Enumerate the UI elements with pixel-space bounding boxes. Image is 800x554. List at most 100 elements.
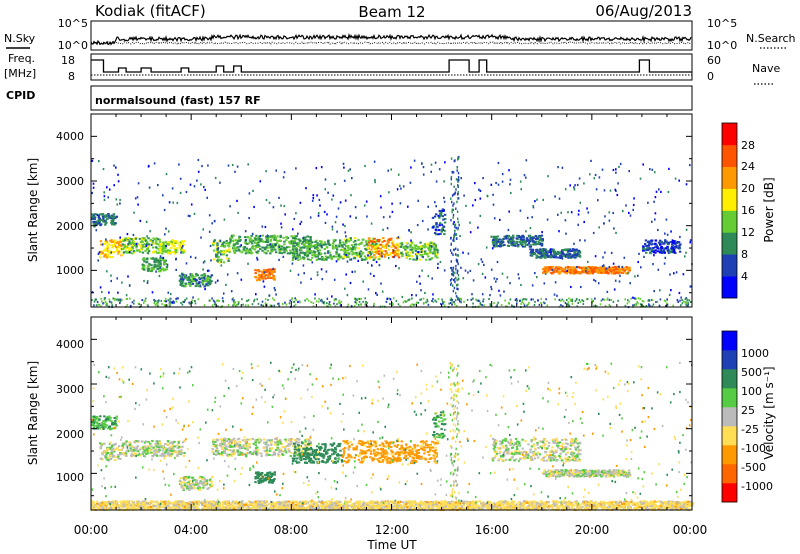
heatmap-cell: [301, 441, 304, 444]
heatmap-cell: [327, 243, 330, 245]
heatmap-cell: [437, 298, 440, 301]
heatmap-cell: [126, 251, 129, 254]
heatmap-cell: [428, 252, 431, 255]
heatmap-cell: [386, 227, 389, 230]
heatmap-cell: [293, 245, 296, 248]
heatmap-cell: [600, 299, 603, 302]
heatmap-cell: [542, 268, 545, 271]
heatmap-cell: [457, 180, 459, 183]
heatmap-cell: [441, 229, 445, 231]
heatmap-cell: [489, 303, 492, 306]
heatmap-cell: [108, 415, 111, 418]
heatmap-cell: [114, 455, 117, 458]
heatmap-cell: [163, 208, 166, 212]
heatmap-cell: [186, 487, 189, 490]
heatmap-cell: [421, 269, 423, 272]
heatmap-cell: [295, 252, 299, 255]
heatmap-cell: [424, 252, 427, 255]
heatmap-cell: [176, 444, 179, 447]
heatmap-cell: [265, 198, 268, 202]
heatmap-cell: [633, 297, 636, 300]
heatmap-cell: [179, 284, 182, 286]
heatmap-cell: [170, 241, 174, 244]
colorbar-swatch: [722, 210, 737, 233]
heatmap-cell: [157, 261, 160, 264]
heatmap-cell: [405, 253, 408, 256]
heatmap-cell: [515, 240, 518, 243]
heatmap-cell: [211, 476, 214, 478]
heatmap-cell: [287, 439, 291, 442]
heatmap-cell: [112, 455, 115, 458]
heatmap-cell: [253, 450, 256, 453]
heatmap-cell: [432, 293, 434, 296]
heatmap-cell: [481, 304, 483, 306]
heatmap-cell: [594, 297, 596, 300]
heatmap-cell: [410, 255, 413, 258]
heatmap-cell: [242, 246, 245, 248]
heatmap-cell: [320, 241, 323, 244]
heatmap-cell: [298, 253, 301, 256]
heatmap-cell: [368, 241, 371, 244]
heatmap-cell: [663, 251, 666, 254]
heatmap-cell: [291, 297, 293, 300]
heatmap-cell: [460, 266, 462, 269]
heatmap-cell: [182, 454, 186, 457]
heatmap-cell: [373, 243, 376, 246]
heatmap-cell: [295, 243, 299, 245]
heatmap-cell: [586, 207, 588, 210]
heatmap-cell: [258, 478, 261, 481]
heatmap-cell: [425, 301, 427, 304]
heatmap-cell: [304, 440, 307, 443]
heatmap-cell: [257, 302, 260, 305]
heatmap-cell: [560, 304, 562, 307]
heatmap-cell: [154, 442, 157, 445]
heatmap-cell: [407, 298, 410, 301]
heatmap-cell: [232, 246, 236, 249]
heatmap-cell: [178, 274, 182, 277]
heatmap-cell: [184, 298, 186, 301]
heatmap-cell: [250, 246, 254, 249]
heatmap-cell: [557, 266, 560, 269]
heatmap-cell: [474, 182, 476, 185]
heatmap-cell: [271, 250, 274, 253]
heatmap-cell: [394, 243, 397, 246]
heatmap-cell: [203, 273, 206, 276]
heatmap-cell: [258, 473, 262, 475]
heatmap-cell: [574, 300, 577, 303]
heatmap-cell: [110, 449, 114, 452]
heatmap-cell: [427, 247, 430, 250]
heatmap-cell: [116, 203, 119, 206]
heatmap-cell: [115, 448, 118, 451]
heatmap-cell: [371, 240, 374, 243]
heatmap-cell: [268, 471, 272, 474]
heatmap-cell: [146, 303, 149, 306]
heatmap-cell: [221, 454, 224, 457]
heatmap-cell: [122, 238, 125, 241]
heatmap-cell: [374, 179, 376, 182]
heatmap-cell: [171, 441, 174, 443]
heatmap-cell: [661, 247, 664, 250]
heatmap-cell: [577, 302, 579, 304]
heatmap-cell: [644, 243, 647, 245]
heatmap-cell: [136, 244, 138, 248]
heatmap-cell: [336, 460, 339, 463]
heatmap-cell: [248, 216, 250, 220]
heatmap-cell: [279, 442, 282, 445]
heatmap-cell: [155, 257, 158, 260]
heatmap-cell: [536, 198, 538, 201]
heatmap-cell: [629, 282, 631, 285]
heatmap-cell: [290, 235, 293, 238]
heatmap-cell: [103, 198, 106, 201]
heatmap-cell: [292, 254, 295, 257]
heatmap-cell: [181, 441, 185, 444]
heatmap-cell: [388, 297, 390, 300]
heatmap-cell: [623, 256, 626, 259]
heatmap-cell: [91, 191, 93, 195]
heatmap-cell: [379, 247, 382, 250]
heatmap-cell: [405, 256, 408, 259]
heatmap-cell: [571, 298, 574, 301]
heatmap-cell: [344, 199, 347, 202]
heatmap-cell: [594, 270, 597, 273]
heatmap-cell: [256, 256, 258, 259]
heatmap-cell: [344, 250, 347, 253]
